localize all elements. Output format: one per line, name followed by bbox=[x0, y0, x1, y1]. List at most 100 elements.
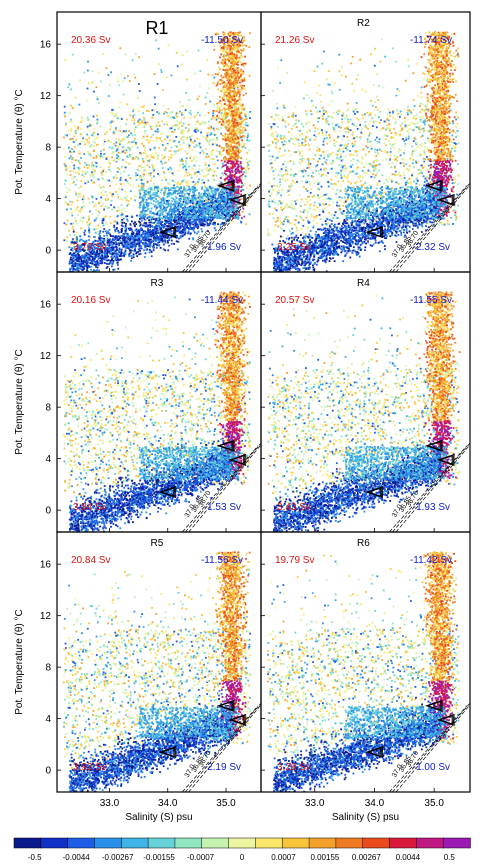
data-point bbox=[153, 182, 155, 185]
data-point bbox=[122, 80, 125, 83]
data-point bbox=[194, 155, 197, 158]
data-point bbox=[237, 170, 240, 173]
data-point bbox=[67, 213, 70, 215]
data-point bbox=[245, 118, 248, 120]
data-point bbox=[116, 170, 119, 173]
data-point bbox=[82, 256, 85, 259]
data-point bbox=[239, 125, 242, 128]
data-point bbox=[227, 65, 230, 68]
data-point bbox=[156, 83, 159, 85]
data-point bbox=[213, 174, 216, 177]
data-point bbox=[215, 127, 218, 130]
data-point bbox=[109, 222, 112, 225]
data-point bbox=[162, 170, 165, 173]
data-point bbox=[108, 250, 111, 253]
data-point bbox=[127, 237, 130, 240]
data-point bbox=[87, 246, 90, 249]
data-point bbox=[82, 247, 84, 250]
data-point bbox=[231, 36, 234, 39]
data-point bbox=[240, 86, 243, 89]
data-point bbox=[132, 108, 135, 111]
data-point bbox=[226, 208, 229, 211]
data-point bbox=[99, 248, 101, 250]
data-point bbox=[245, 158, 248, 160]
data-point bbox=[124, 240, 126, 243]
data-point bbox=[76, 206, 79, 208]
data-point bbox=[225, 104, 228, 106]
data-point bbox=[131, 145, 134, 148]
data-point bbox=[236, 111, 239, 113]
data-point bbox=[157, 188, 159, 191]
data-point bbox=[142, 105, 145, 108]
data-point bbox=[213, 142, 216, 145]
data-point bbox=[74, 171, 77, 174]
data-point bbox=[80, 127, 82, 130]
data-point bbox=[170, 213, 173, 215]
data-point bbox=[84, 255, 86, 257]
data-point bbox=[112, 112, 114, 115]
data-point bbox=[230, 147, 233, 150]
data-point bbox=[232, 203, 235, 205]
data-point bbox=[105, 221, 107, 224]
data-point bbox=[172, 174, 175, 177]
data-point bbox=[185, 162, 188, 165]
data-point bbox=[118, 157, 121, 160]
data-point bbox=[83, 244, 86, 246]
data-point bbox=[228, 209, 231, 212]
data-point bbox=[122, 159, 124, 161]
data-point bbox=[109, 233, 112, 236]
data-point bbox=[187, 230, 190, 233]
data-point bbox=[201, 224, 204, 227]
data-point bbox=[229, 191, 232, 193]
data-point bbox=[179, 139, 181, 142]
data-point bbox=[69, 150, 71, 153]
data-point bbox=[70, 155, 72, 158]
data-point bbox=[110, 112, 113, 115]
data-point bbox=[222, 115, 225, 118]
data-point bbox=[231, 115, 234, 118]
data-point bbox=[137, 242, 139, 245]
data-point bbox=[86, 249, 89, 251]
data-point bbox=[236, 117, 239, 120]
data-point bbox=[225, 74, 228, 76]
data-point bbox=[91, 247, 94, 250]
data-point bbox=[92, 128, 95, 131]
data-point bbox=[113, 236, 116, 239]
data-point bbox=[238, 198, 241, 201]
data-point bbox=[187, 209, 190, 212]
data-point bbox=[234, 37, 237, 40]
data-point bbox=[221, 62, 224, 65]
data-point bbox=[230, 33, 233, 36]
data-point bbox=[213, 227, 216, 229]
data-point bbox=[63, 155, 66, 158]
data-point bbox=[123, 165, 125, 168]
data-point bbox=[128, 141, 130, 143]
data-point bbox=[113, 226, 116, 229]
data-point bbox=[232, 157, 235, 160]
data-point bbox=[165, 76, 168, 79]
data-point bbox=[136, 156, 139, 159]
data-point bbox=[235, 115, 237, 118]
data-point bbox=[232, 72, 235, 74]
data-point bbox=[97, 262, 100, 265]
data-point bbox=[201, 230, 204, 233]
data-point bbox=[238, 200, 240, 203]
data-point bbox=[133, 119, 136, 121]
data-point bbox=[91, 255, 93, 258]
data-point bbox=[133, 224, 136, 227]
data-point bbox=[225, 94, 228, 97]
data-point bbox=[219, 45, 222, 48]
data-point bbox=[119, 215, 122, 218]
data-point bbox=[141, 143, 143, 145]
data-point bbox=[139, 121, 141, 124]
data-point bbox=[139, 252, 142, 255]
data-point bbox=[71, 276, 73, 278]
data-point bbox=[125, 131, 127, 134]
data-point bbox=[210, 118, 213, 120]
data-point bbox=[104, 250, 106, 253]
data-point bbox=[216, 82, 219, 84]
data-point bbox=[152, 155, 155, 158]
data-point bbox=[143, 218, 146, 221]
data-point bbox=[234, 100, 236, 103]
data-point bbox=[227, 175, 230, 178]
